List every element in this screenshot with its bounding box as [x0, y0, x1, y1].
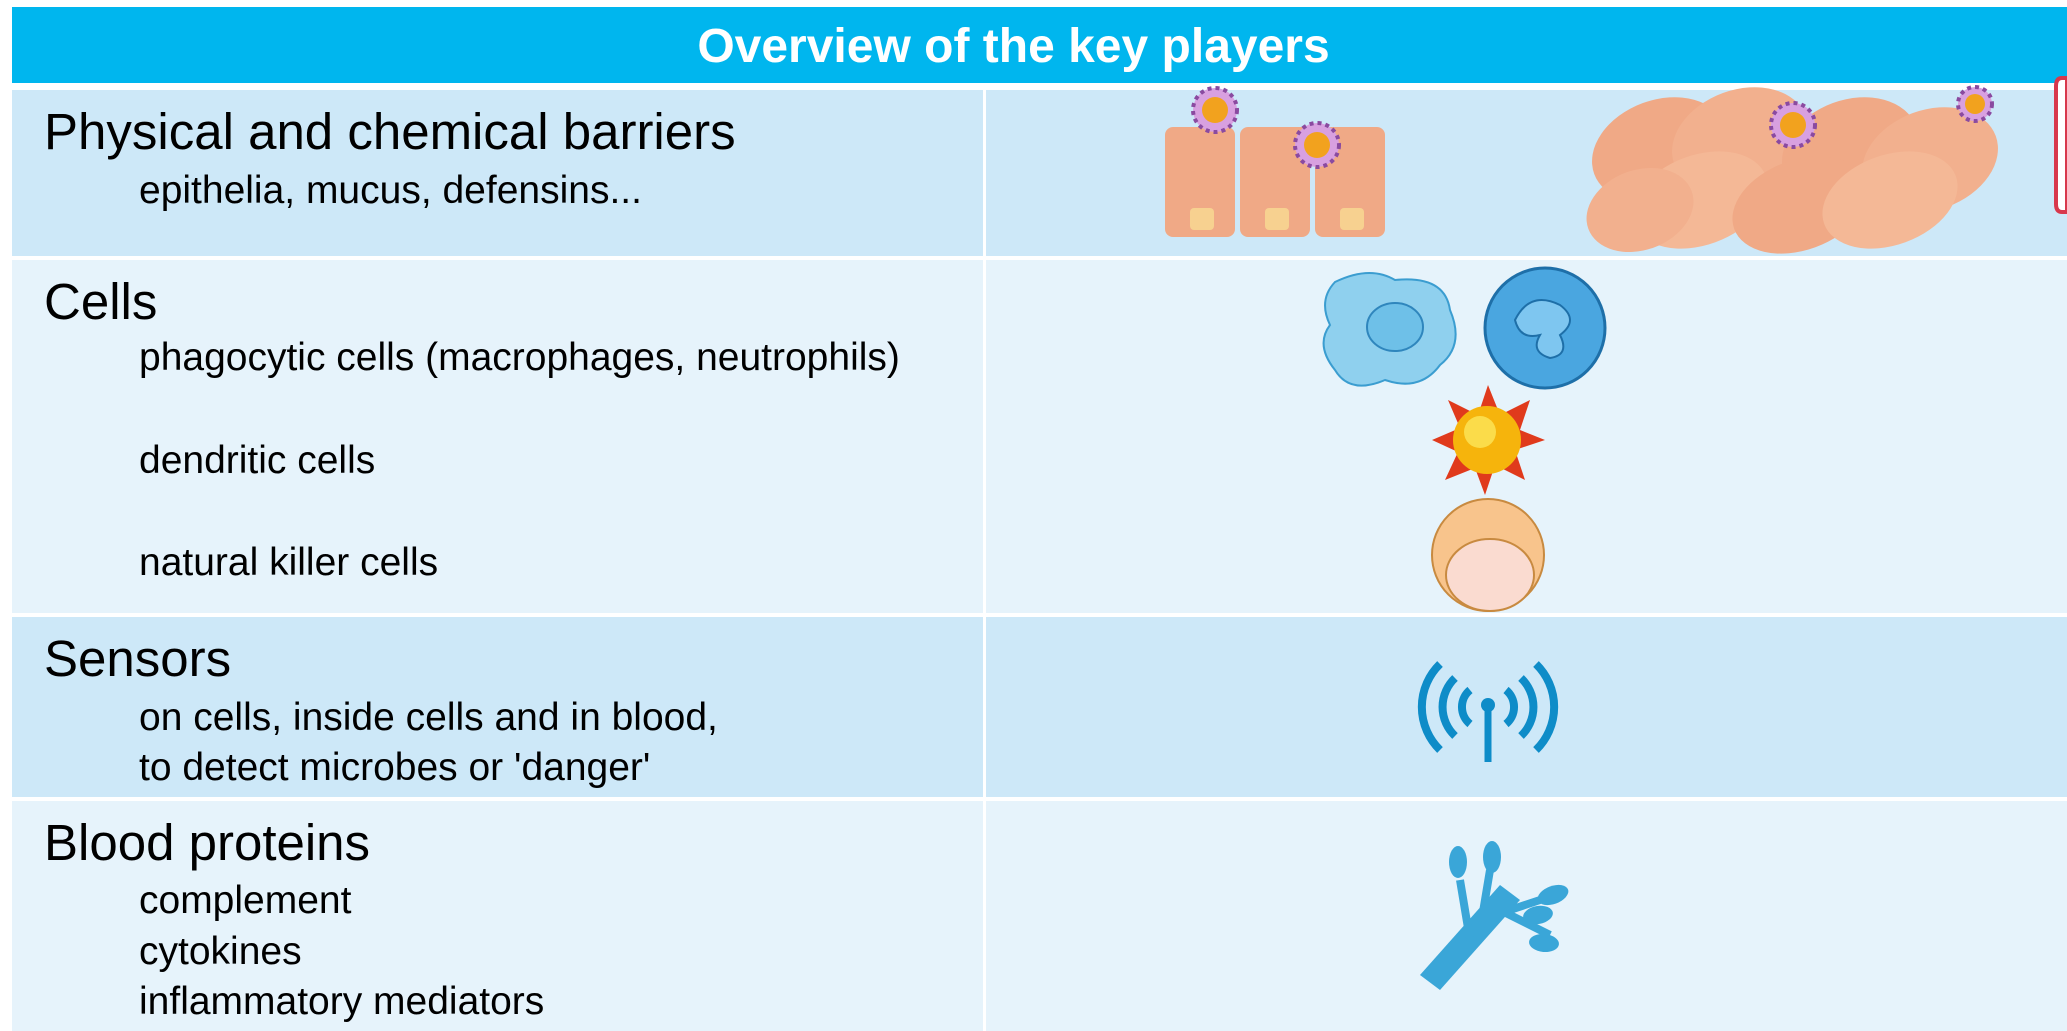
neutrophil-icon — [1483, 266, 1607, 390]
row-item: on cells, inside cells and in blood, — [139, 696, 718, 739]
label-cell — [12, 260, 983, 613]
image-cell — [986, 617, 2067, 797]
row-item: phagocytic cells (macrophages, neutrophi… — [139, 336, 900, 379]
row-item: complement — [139, 879, 352, 922]
row-item: cytokines — [139, 930, 302, 973]
complement-icon — [1420, 841, 1569, 990]
label-cell — [12, 90, 983, 256]
epithelium-icon — [1165, 86, 1385, 237]
label-cell — [12, 801, 983, 1031]
row-heading: Physical and chemical barriers — [44, 103, 736, 160]
header-title: Overview of the key players — [697, 20, 1330, 73]
dendritic-cell-icon — [1432, 385, 1545, 495]
table-row: Sensors on cells, inside cells and in blo… — [12, 617, 2067, 797]
row-heading: Sensors — [44, 630, 232, 687]
nk-cell-icon — [1431, 498, 1545, 612]
row-item: inflammatory mediators — [139, 980, 545, 1023]
row-item: natural killer cells — [139, 541, 439, 584]
row-heading: Cells — [44, 273, 158, 330]
header-bar — [12, 7, 2067, 83]
row-heading: Blood proteins — [44, 814, 371, 871]
macrophage-icon — [1322, 271, 1457, 387]
callout-edge — [2054, 76, 2067, 214]
row-item: to detect microbes or 'danger' — [139, 746, 651, 789]
row-item: dendritic cells — [139, 439, 376, 482]
sensor-icon — [1417, 661, 1559, 762]
squamous-epithelium-icon — [1586, 85, 1998, 254]
label-cell — [12, 617, 983, 797]
row-item: epithelia, mucus, defensins... — [139, 169, 642, 212]
